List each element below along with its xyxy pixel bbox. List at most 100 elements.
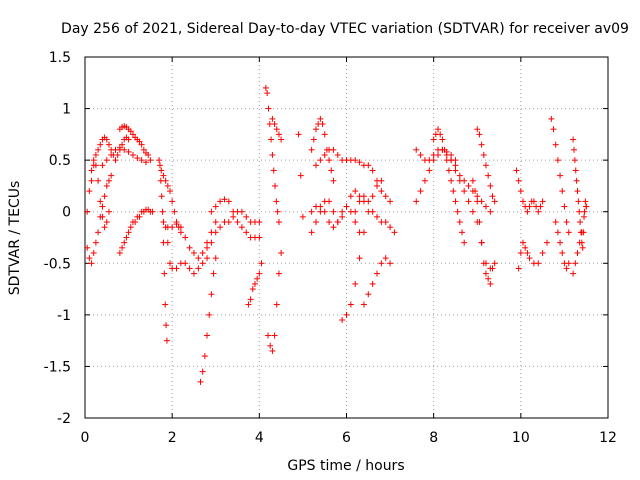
plus-marker — [572, 260, 579, 267]
plus-marker — [552, 141, 559, 148]
plus-marker — [182, 260, 189, 267]
plus-marker — [101, 193, 108, 200]
plus-marker — [474, 126, 481, 133]
plus-marker — [347, 301, 354, 308]
plus-marker — [173, 221, 180, 228]
plus-marker — [321, 208, 328, 215]
plus-marker — [116, 144, 123, 151]
plus-marker — [112, 146, 119, 153]
x-axis-label: GPS time / hours — [287, 458, 404, 474]
plus-marker — [161, 270, 168, 277]
plus-marker — [147, 157, 154, 164]
plus-marker — [269, 347, 276, 354]
plus-marker — [445, 167, 452, 174]
plus-marker — [243, 213, 250, 220]
plus-marker — [413, 146, 420, 153]
plus-marker — [374, 213, 381, 220]
plus-marker — [90, 157, 97, 164]
plus-marker — [526, 203, 533, 210]
plus-marker — [469, 208, 476, 215]
plus-marker — [491, 198, 498, 205]
plus-marker — [105, 208, 112, 215]
y-tick-label: 0 — [62, 205, 71, 221]
plus-marker — [238, 208, 245, 215]
plus-marker — [360, 193, 367, 200]
y-tick-label: -1.5 — [44, 359, 71, 375]
plus-marker — [169, 224, 176, 231]
plus-marker — [217, 198, 224, 205]
plus-marker — [328, 167, 335, 174]
plus-marker — [539, 249, 546, 256]
x-tick-label: 6 — [342, 430, 351, 446]
plus-marker — [352, 219, 359, 226]
plus-marker — [352, 280, 359, 287]
plus-marker — [391, 229, 398, 236]
plus-marker — [576, 239, 583, 246]
plus-marker — [308, 229, 315, 236]
plus-marker — [487, 280, 494, 287]
plus-marker — [308, 208, 315, 215]
plus-marker — [482, 162, 489, 169]
plus-marker — [208, 239, 215, 246]
plus-marker — [114, 151, 121, 158]
plus-marker — [369, 193, 376, 200]
plus-marker — [160, 219, 167, 226]
plus-marker — [530, 198, 537, 205]
plus-marker — [343, 203, 350, 210]
plus-marker — [480, 260, 487, 267]
plus-marker — [524, 208, 531, 215]
plus-marker — [539, 198, 546, 205]
plus-marker — [489, 265, 496, 272]
plus-marker — [378, 260, 385, 267]
plus-marker — [517, 188, 524, 195]
plus-marker — [448, 157, 455, 164]
plus-marker — [268, 136, 275, 143]
plus-marker — [258, 260, 265, 267]
plus-marker — [84, 208, 91, 215]
plus-marker — [105, 177, 112, 184]
plus-marker — [557, 239, 564, 246]
plus-marker — [537, 203, 544, 210]
plus-marker — [312, 219, 319, 226]
plus-marker — [119, 141, 126, 148]
plus-marker — [90, 249, 97, 256]
plus-marker — [108, 151, 115, 158]
plus-marker — [108, 172, 115, 179]
plus-marker — [326, 219, 333, 226]
plus-marker — [480, 151, 487, 158]
plus-marker — [574, 188, 581, 195]
plus-marker — [86, 188, 93, 195]
plus-marker — [387, 224, 394, 231]
plus-marker — [295, 131, 302, 138]
plus-marker — [166, 188, 173, 195]
plus-marker — [186, 265, 193, 272]
x-tick-label: 12 — [599, 430, 617, 446]
plus-marker — [88, 260, 95, 267]
plus-marker — [535, 208, 542, 215]
y-tick-label: -0.5 — [44, 256, 71, 272]
plus-marker — [352, 157, 359, 164]
plus-marker — [182, 234, 189, 241]
plus-marker — [163, 337, 170, 344]
plus-marker — [356, 255, 363, 262]
plus-marker — [129, 131, 136, 138]
plus-marker — [454, 208, 461, 215]
plus-marker — [195, 255, 202, 262]
plus-marker — [334, 151, 341, 158]
plus-marker — [123, 234, 130, 241]
plus-marker — [461, 188, 468, 195]
plus-marker — [581, 208, 588, 215]
plus-marker — [321, 151, 328, 158]
plus-marker — [101, 224, 108, 231]
plus-marker — [275, 131, 282, 138]
plus-marker — [478, 141, 485, 148]
plus-marker — [571, 157, 578, 164]
plus-marker — [369, 208, 376, 215]
plus-marker — [217, 224, 224, 231]
plus-marker — [352, 188, 359, 195]
plus-marker — [456, 219, 463, 226]
plus-marker — [583, 203, 590, 210]
plus-marker — [249, 286, 256, 293]
plus-marker — [274, 208, 281, 215]
